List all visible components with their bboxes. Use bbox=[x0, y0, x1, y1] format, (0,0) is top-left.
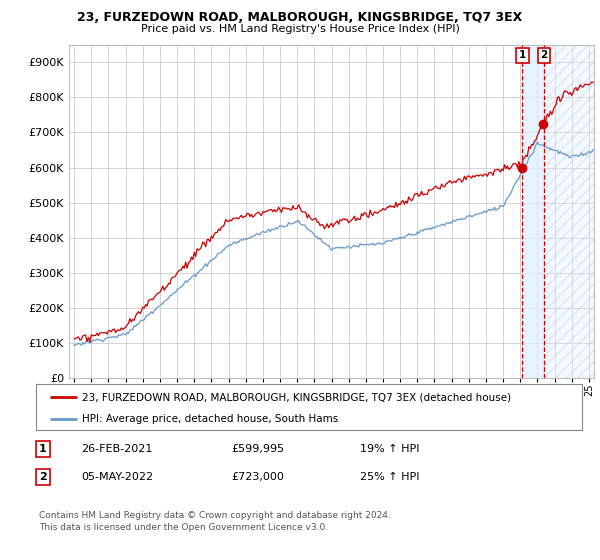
Text: HPI: Average price, detached house, South Hams: HPI: Average price, detached house, Sout… bbox=[82, 414, 338, 423]
Text: 2: 2 bbox=[540, 50, 547, 60]
Bar bbox=[522, 45, 544, 378]
Text: 19% ↑ HPI: 19% ↑ HPI bbox=[360, 444, 419, 454]
Text: 26-FEB-2021: 26-FEB-2021 bbox=[81, 444, 152, 454]
Text: 1: 1 bbox=[518, 50, 526, 60]
Text: £723,000: £723,000 bbox=[231, 472, 284, 482]
Text: 23, FURZEDOWN ROAD, MALBOROUGH, KINGSBRIDGE, TQ7 3EX (detached house): 23, FURZEDOWN ROAD, MALBOROUGH, KINGSBRI… bbox=[82, 392, 512, 402]
Text: 25% ↑ HPI: 25% ↑ HPI bbox=[360, 472, 419, 482]
Text: 05-MAY-2022: 05-MAY-2022 bbox=[81, 472, 153, 482]
Text: 23, FURZEDOWN ROAD, MALBOROUGH, KINGSBRIDGE, TQ7 3EX: 23, FURZEDOWN ROAD, MALBOROUGH, KINGSBRI… bbox=[77, 11, 523, 24]
Text: £599,995: £599,995 bbox=[231, 444, 284, 454]
Text: Contains HM Land Registry data © Crown copyright and database right 2024.
This d: Contains HM Land Registry data © Crown c… bbox=[39, 511, 391, 531]
Bar bbox=[544, 45, 594, 378]
Text: 2: 2 bbox=[39, 472, 47, 482]
Text: Price paid vs. HM Land Registry's House Price Index (HPI): Price paid vs. HM Land Registry's House … bbox=[140, 24, 460, 34]
Text: 1: 1 bbox=[39, 444, 47, 454]
